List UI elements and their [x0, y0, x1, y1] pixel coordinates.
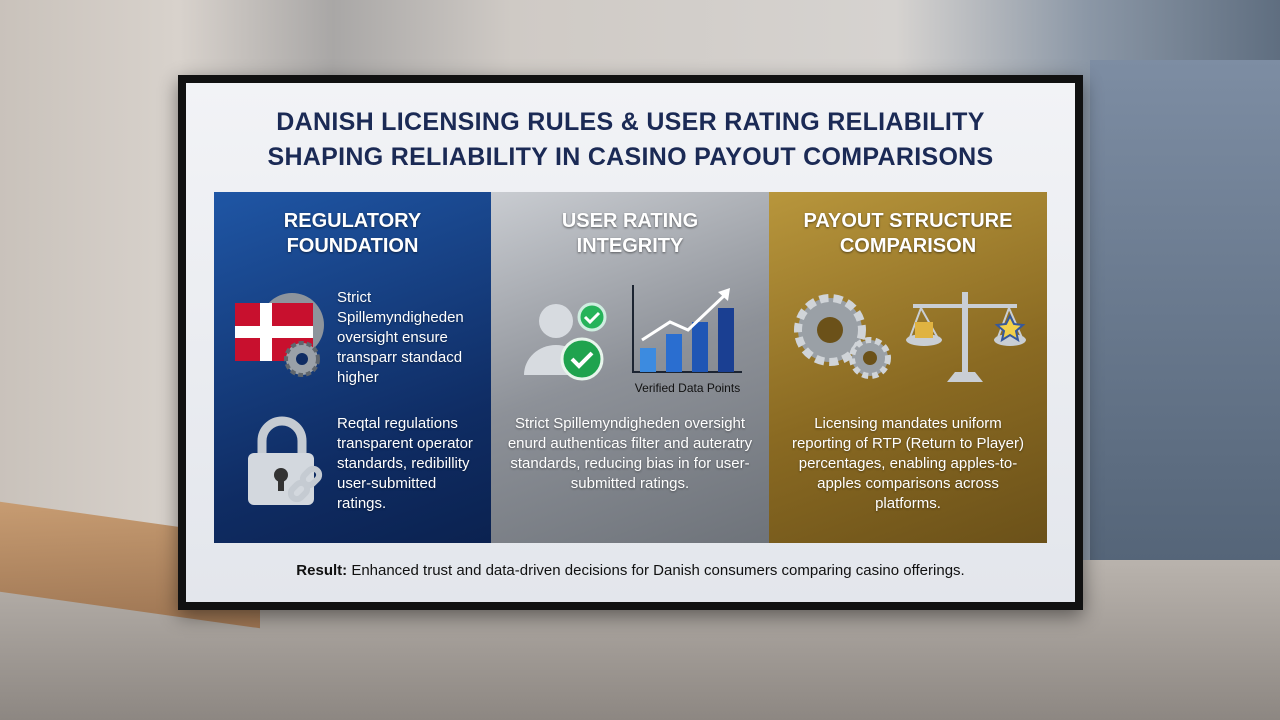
footer-text: Enhanced trust and data-driven decisions… [351, 562, 965, 579]
flag-gear-icon [235, 293, 324, 377]
panel-text: Strict Spillemyndigheden oversight ensur… [337, 289, 464, 386]
panel-heading: COMPARISON [839, 235, 977, 257]
lock-icon [248, 416, 323, 505]
panel-text: Reqtal regulations transparent operator … [337, 415, 473, 512]
panel-heading: INTEGRITY [576, 235, 684, 257]
user-check-icon [524, 302, 607, 381]
title-line: DANISH LICENSING RULES & USER RATING REL… [276, 108, 985, 136]
gears-icon [794, 294, 891, 379]
panel-heading: PAYOUT STRUCTURE [803, 210, 1013, 232]
scale-icon [906, 292, 1026, 382]
chart-caption: Verified Data Points [634, 381, 741, 395]
panel-text: Licensing mandates uniform reporting of … [791, 415, 1025, 512]
chart-icon [632, 285, 742, 373]
panel-text: Strict Spillemyndigheden oversight enurd… [507, 415, 753, 492]
panel [769, 192, 1047, 543]
panel-heading: REGULATORY [283, 210, 422, 232]
footer-label: Result: [296, 562, 348, 579]
panel-heading: USER RATING [561, 210, 699, 232]
panel-heading: FOUNDATION [286, 235, 419, 257]
title-line: SHAPING RELIABILITY IN CASINO PAYOUT COM… [267, 143, 994, 171]
footer: Result: Enhanced trust and data-driven d… [186, 562, 1075, 579]
